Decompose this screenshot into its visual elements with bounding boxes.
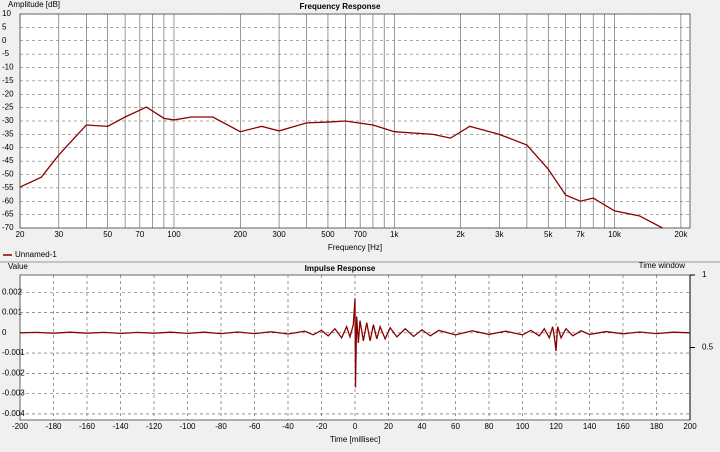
chart-title: Frequency Response [300,2,381,11]
y-tick-label: -40 [2,143,14,152]
legend-label: Unnamed-1 [15,250,57,259]
x-tick-label: 120 [549,422,563,431]
x-tick-label: 60 [451,422,460,431]
x-tick-label: -160 [79,422,96,431]
x-tick-label: -40 [282,422,294,431]
x-tick-label: 2k [456,230,465,239]
y2-tick-label: 0.5 [702,343,714,352]
x-tick-label: -80 [215,422,227,431]
x-tick-label: 3k [495,230,504,239]
x-tick-label: 20k [674,230,688,239]
x-tick-label: 50 [103,230,112,239]
x-tick-label: -200 [12,422,29,431]
x-tick-label: 200 [234,230,248,239]
x-tick-label: 30 [54,230,63,239]
x-tick-label: 7k [576,230,585,239]
x-tick-label: -20 [316,422,328,431]
y-tick-label: -20 [2,89,14,98]
y-tick-label: -25 [2,103,14,112]
x-tick-label: -60 [249,422,261,431]
x-tick-label: 200 [683,422,697,431]
x-tick-label: 700 [353,230,367,239]
x-tick-label: -180 [45,422,62,431]
x-axis-title: Time [millisec] [330,435,380,444]
x-tick-label: 40 [418,422,427,431]
x-tick-label: 0 [353,422,358,431]
x-tick-label: 70 [135,230,144,239]
x-tick-label: 140 [583,422,597,431]
x-tick-label: 80 [485,422,494,431]
y2-axis-title: Time window [639,261,686,270]
plot-area [19,13,691,229]
x-tick-label: 10k [608,230,622,239]
y-tick-label: -0.001 [2,348,25,357]
x-tick-label: 160 [616,422,630,431]
chart-title: Impulse Response [305,264,376,273]
y-tick-label: 0.001 [2,308,23,317]
y2-tick-label: 1 [702,270,707,279]
x-tick-label: -120 [146,422,163,431]
x-tick-label: 20 [16,230,25,239]
y-tick-label: -55 [2,183,14,192]
y-axis-title: Value [8,262,28,271]
x-tick-label: 180 [650,422,664,431]
series-line [19,106,663,229]
y-tick-label: -5 [2,49,10,58]
y-tick-label: -35 [2,129,14,138]
x-tick-label: 100 [167,230,181,239]
y-tick-label: -60 [2,196,14,205]
x-tick-label: -100 [179,422,196,431]
y-tick-label: -0.004 [2,409,25,418]
y-tick-label: -45 [2,156,14,165]
y-tick-label: -65 [2,210,14,219]
x-tick-label: -140 [112,422,129,431]
y-axis-title: Amplitude [dB] [8,0,60,9]
y-tick-label: 0 [2,36,7,45]
x-tick-label: 300 [272,230,286,239]
series-line [19,298,691,388]
y-tick-label: 0 [2,328,7,337]
x-tick-label: 500 [321,230,335,239]
y-tick-label: -0.002 [2,368,25,377]
x-axis-title: Frequency [Hz] [328,243,382,252]
x-tick-label: 5k [544,230,553,239]
y-tick-label: -15 [2,76,14,85]
x-tick-label: 20 [384,422,393,431]
y-tick-label: -50 [2,170,14,179]
y-tick-label: 0.002 [2,287,23,296]
y-tick-label: -70 [2,223,14,232]
x-tick-label: 100 [516,422,530,431]
y-tick-label: -30 [2,116,14,125]
y-tick-label: -10 [2,63,14,72]
x-tick-label: 1k [390,230,399,239]
y-tick-label: 5 [2,22,7,31]
y-tick-label: 10 [2,9,11,18]
y-tick-label: -0.003 [2,389,25,398]
